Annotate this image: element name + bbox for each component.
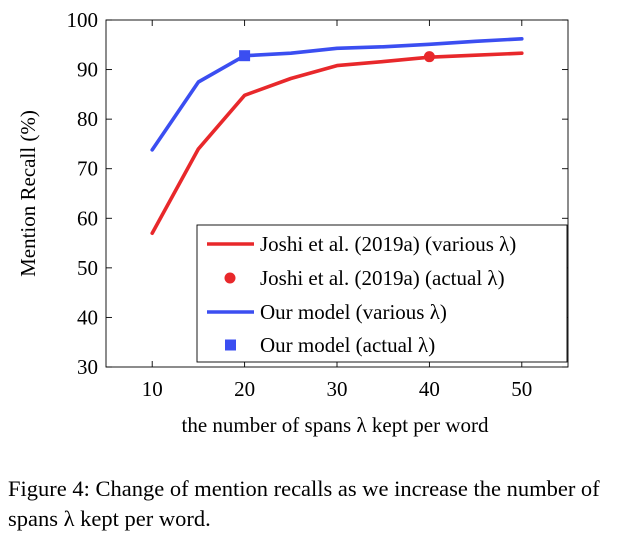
- x-tick-label: 20: [234, 377, 255, 401]
- y-tick-label: 90: [77, 58, 98, 82]
- series-line: [150, 36, 524, 152]
- legend-label: Our model (various λ): [260, 300, 447, 324]
- y-tick-label: 100: [67, 8, 99, 32]
- x-tick-label: 50: [511, 377, 532, 401]
- y-tick-label: 70: [77, 157, 98, 181]
- data-point-circle: [423, 51, 435, 63]
- legend-circle-swatch: [224, 272, 236, 284]
- data-point-square: [239, 50, 251, 62]
- x-tick-label: 30: [327, 377, 348, 401]
- x-tick-label: 10: [142, 377, 163, 401]
- legend-label: Joshi et al. (2019a) (actual λ): [260, 266, 505, 290]
- figure-caption: Figure 4: Change of mention recalls as w…: [8, 476, 600, 531]
- series-line: [150, 51, 524, 235]
- plot-area: [150, 36, 524, 235]
- y-tick-label: 60: [77, 206, 98, 230]
- y-tick-label: 80: [77, 107, 98, 131]
- legend: Joshi et al. (2019a) (various λ) Joshi et…: [196, 224, 568, 363]
- legend-square-swatch: [225, 339, 236, 351]
- y-tick-label: 30: [77, 355, 98, 379]
- chart: 30 40 50 60 70 80 90 100 10 20 30 40 50 the number of…: [16, 8, 569, 437]
- x-tick-label: 40: [419, 377, 440, 401]
- x-axis-label: the number of spans λ kept per word: [181, 413, 489, 437]
- legend-box: [196, 224, 568, 363]
- y-tick-label: 40: [77, 305, 98, 329]
- axes: 30 40 50 60 70 80 90 100 10 20 30 40 50 the number of…: [16, 8, 569, 437]
- y-tick-label: 50: [77, 256, 98, 280]
- y-axis-label: Mention Recall (%): [16, 110, 40, 277]
- legend-label: Our model (actual λ): [260, 333, 435, 357]
- legend-label: Joshi et al. (2019a) (various λ): [260, 232, 516, 256]
